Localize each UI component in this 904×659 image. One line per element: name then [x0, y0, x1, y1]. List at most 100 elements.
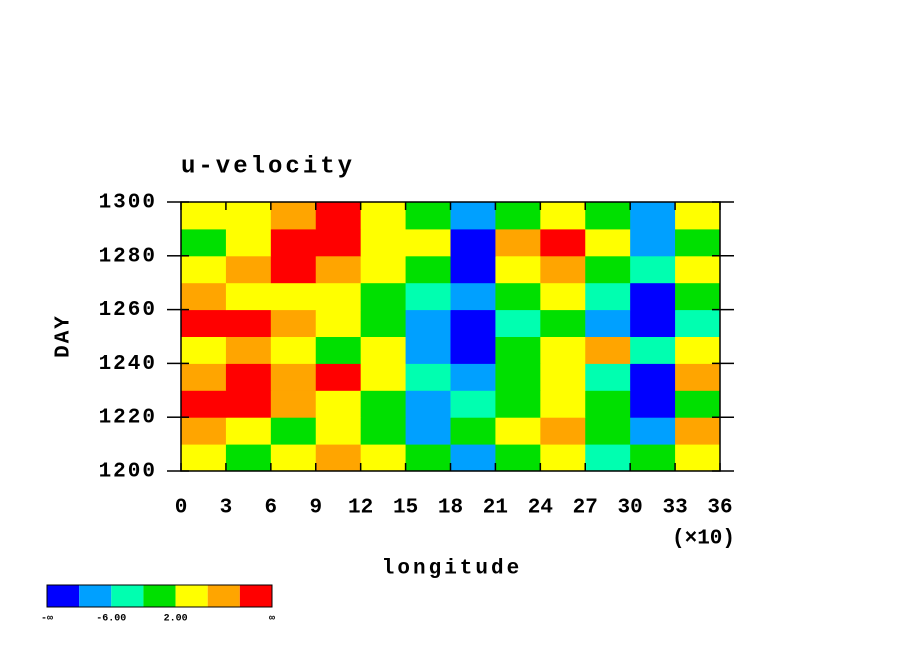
heat-cell	[181, 390, 227, 418]
x-tick-label: 33	[662, 497, 687, 520]
heat-cell	[181, 202, 227, 230]
heat-cell	[540, 363, 586, 391]
x-multiplier: (×10)	[672, 528, 735, 551]
heat-cell	[225, 363, 272, 391]
heat-cell	[585, 282, 631, 311]
heat-cell	[315, 282, 362, 311]
heat-cell	[225, 336, 272, 364]
heat-cell	[315, 417, 362, 445]
colorbar-frame	[46, 584, 273, 608]
heat-cell	[181, 363, 227, 391]
heat-cell	[270, 228, 317, 257]
heat-cell	[270, 202, 317, 230]
x-tick-label: 12	[348, 497, 373, 520]
heat-cell	[225, 202, 272, 230]
heat-cell	[315, 255, 362, 284]
heat-cell	[270, 282, 317, 311]
heat-cell	[630, 444, 676, 472]
heat-cell	[225, 228, 272, 257]
colorbar-label: ∞	[269, 614, 275, 625]
x-axis-label: longitude	[382, 558, 522, 581]
heat-cell	[270, 390, 317, 418]
heat-cell	[315, 390, 362, 418]
heat-cell	[450, 363, 496, 391]
heat-cell	[495, 282, 541, 311]
heat-cell	[360, 228, 407, 257]
heat-cell	[315, 309, 362, 337]
heat-cell	[495, 228, 541, 257]
heat-cell	[675, 255, 721, 284]
heat-cell	[360, 444, 407, 472]
heat-cell	[360, 309, 407, 337]
heat-cell	[405, 255, 451, 284]
heat-cell	[675, 363, 721, 391]
colorbar-swatch	[143, 585, 176, 607]
heat-cell	[630, 309, 676, 337]
heat-cell	[675, 228, 721, 257]
colorbar-label: -6.00	[96, 614, 126, 625]
heat-cell	[585, 363, 631, 391]
heat-cell	[450, 255, 496, 284]
heat-cell	[540, 202, 586, 230]
heat-cell	[450, 309, 496, 337]
heat-cell	[585, 202, 631, 230]
x-tick-label: 36	[707, 497, 732, 520]
heat-cell	[495, 444, 541, 472]
colorbar-swatch	[47, 585, 80, 607]
heat-cell	[405, 336, 451, 364]
heat-cell	[270, 336, 317, 364]
heat-cell	[495, 202, 541, 230]
heat-cell	[315, 336, 362, 364]
y-tick-label: 1240	[99, 353, 157, 376]
heat-cell	[540, 444, 586, 472]
heat-cell	[405, 282, 451, 311]
heat-cell	[360, 202, 407, 230]
heat-cell	[360, 390, 407, 418]
heat-cell	[675, 444, 721, 472]
heat-cell	[450, 417, 496, 445]
heat-cell	[270, 417, 317, 445]
heat-cell	[181, 228, 227, 257]
heat-cell	[270, 363, 317, 391]
heat-cell	[495, 309, 541, 337]
heat-cell	[360, 282, 407, 311]
heat-cell	[675, 309, 721, 337]
heat-cell	[630, 390, 676, 418]
heat-cell	[450, 444, 496, 472]
heat-cell	[675, 336, 721, 364]
y-tick-label: 1300	[99, 192, 157, 215]
heat-cell	[181, 417, 227, 445]
heat-cell	[585, 336, 631, 364]
heat-cell	[405, 309, 451, 337]
heat-cell	[360, 255, 407, 284]
heat-cell	[225, 417, 272, 445]
heat-cell	[450, 390, 496, 418]
heat-cell	[450, 336, 496, 364]
heat-cell	[405, 363, 451, 391]
x-tick-label: 24	[528, 497, 553, 520]
heat-cell	[225, 282, 272, 311]
x-tick-label: 30	[618, 497, 643, 520]
y-axis-label: DAY	[53, 314, 76, 358]
heat-cell	[675, 202, 721, 230]
heat-cell	[181, 282, 227, 311]
heat-cell	[675, 417, 721, 445]
heat-cell	[495, 390, 541, 418]
colorbar-swatch	[175, 585, 208, 607]
colorbar-swatch	[111, 585, 144, 607]
heat-cell	[675, 282, 721, 311]
x-tick-label: 0	[175, 497, 188, 520]
heat-cell	[540, 336, 586, 364]
heat-cell	[540, 282, 586, 311]
x-tick-label: 21	[483, 497, 508, 520]
x-tick-label: 18	[438, 497, 463, 520]
heat-cell	[405, 390, 451, 418]
heat-cell	[630, 202, 676, 230]
colorbar-label: 2.00	[164, 614, 188, 625]
heat-cell	[405, 202, 451, 230]
heat-cell	[360, 336, 407, 364]
heat-cell	[585, 417, 631, 445]
x-tick-label: 27	[573, 497, 598, 520]
chart-title: u-velocity	[181, 153, 355, 180]
heat-cell	[315, 444, 362, 472]
